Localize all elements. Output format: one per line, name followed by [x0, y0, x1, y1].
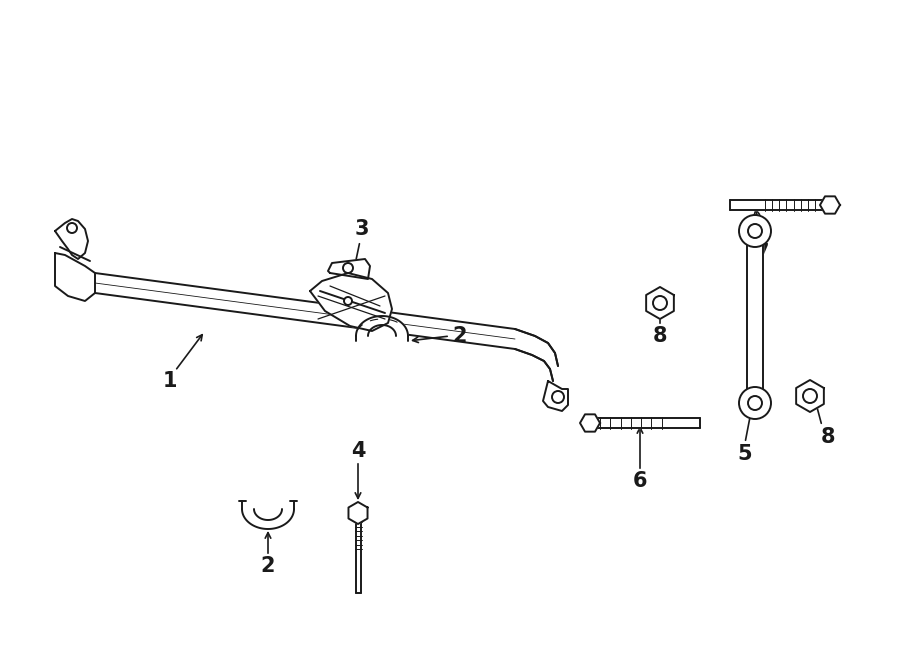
Polygon shape	[543, 381, 568, 411]
Polygon shape	[356, 513, 361, 593]
Text: 3: 3	[355, 219, 369, 239]
Polygon shape	[580, 414, 600, 432]
Polygon shape	[515, 329, 558, 381]
Polygon shape	[820, 196, 840, 214]
Circle shape	[552, 391, 564, 403]
Text: 1: 1	[163, 371, 177, 391]
Circle shape	[67, 223, 77, 233]
Polygon shape	[55, 253, 95, 301]
Circle shape	[653, 296, 667, 310]
Circle shape	[739, 215, 771, 247]
Text: 7: 7	[755, 243, 770, 263]
Text: 8: 8	[821, 427, 835, 447]
Text: 2: 2	[261, 556, 275, 576]
Circle shape	[748, 396, 762, 410]
Polygon shape	[310, 273, 392, 331]
Polygon shape	[747, 231, 763, 403]
Text: 4: 4	[351, 441, 365, 461]
Circle shape	[343, 263, 353, 273]
Polygon shape	[590, 418, 700, 428]
Text: 5: 5	[738, 444, 752, 464]
Circle shape	[739, 387, 771, 419]
Polygon shape	[55, 219, 88, 259]
Text: 6: 6	[633, 471, 647, 491]
Text: 2: 2	[453, 326, 467, 346]
Circle shape	[344, 297, 352, 305]
Polygon shape	[796, 380, 824, 412]
Circle shape	[803, 389, 817, 403]
Polygon shape	[348, 502, 367, 524]
Circle shape	[748, 224, 762, 238]
Text: 8: 8	[652, 326, 667, 346]
Polygon shape	[730, 200, 830, 210]
Polygon shape	[242, 509, 294, 529]
Polygon shape	[95, 273, 515, 349]
Polygon shape	[356, 316, 408, 336]
Polygon shape	[646, 287, 674, 319]
Polygon shape	[328, 259, 370, 279]
